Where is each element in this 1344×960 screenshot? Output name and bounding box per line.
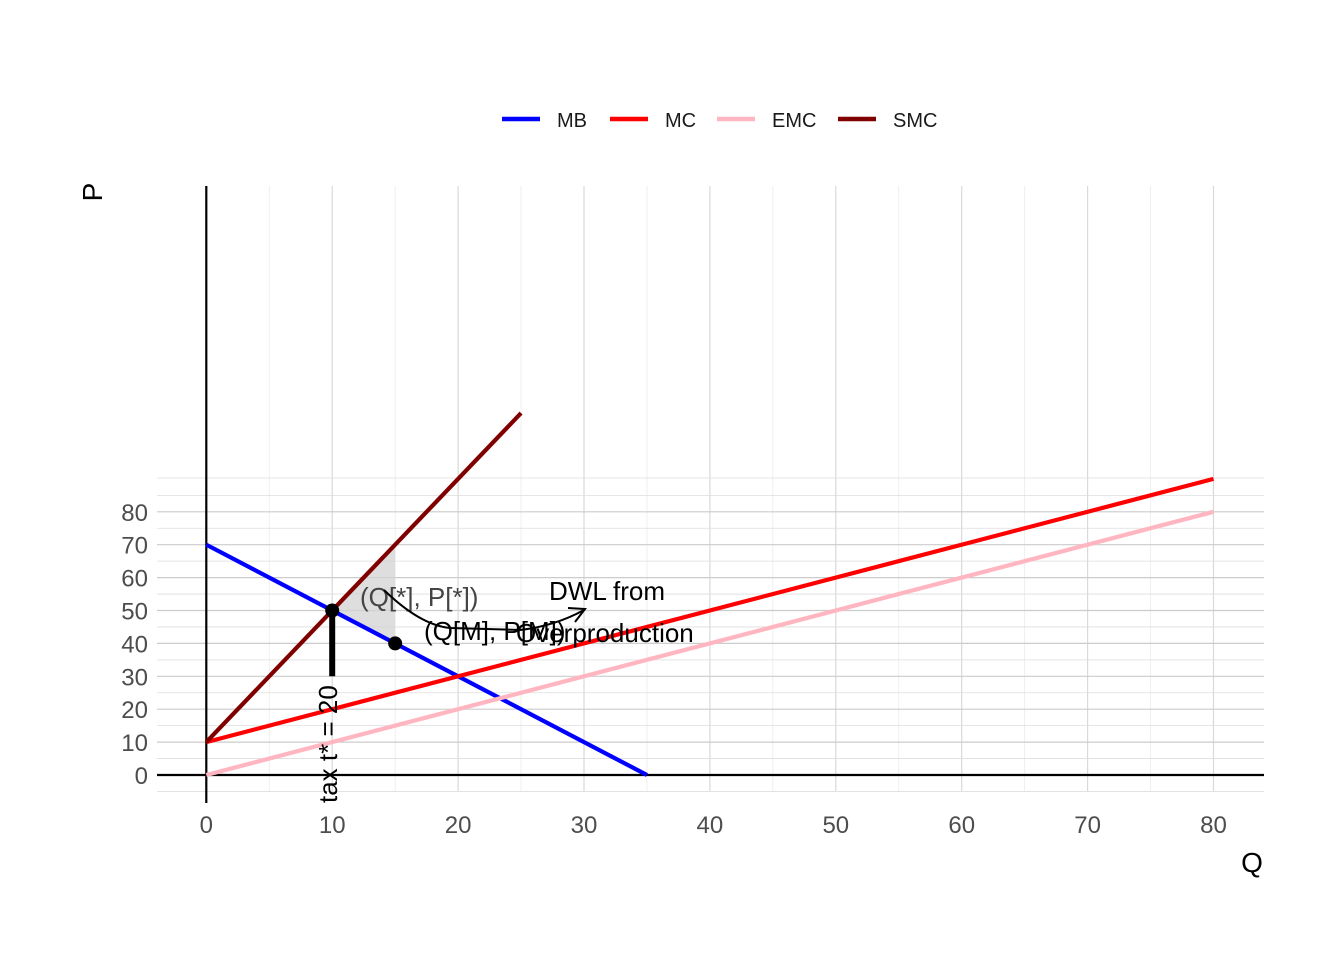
equilibrium-points xyxy=(325,603,403,651)
y-tick-label: 30 xyxy=(121,664,148,691)
legend-label-mc: MC xyxy=(665,110,696,132)
y-tick-label: 0 xyxy=(135,763,148,790)
axes xyxy=(157,186,1264,803)
series-line-smc xyxy=(204,411,523,744)
x-tick-label: 70 xyxy=(1074,812,1101,839)
y-tick-label: 70 xyxy=(121,533,148,560)
annotations: (Q[*], P[*]) (Q[M], P[M]) DWL from Overp… xyxy=(313,576,694,803)
point-optimum xyxy=(325,603,340,618)
tax-label: tax t* = 20 xyxy=(313,685,343,803)
x-tick-label: 80 xyxy=(1200,812,1227,839)
legend-label-mb: MB xyxy=(557,110,587,132)
y-tick-label: 40 xyxy=(121,631,148,658)
y-axis-title: P xyxy=(77,183,108,202)
dwl-label-line2: Overproduction xyxy=(516,618,694,648)
market-label: (Q[M], P[M]) xyxy=(424,616,566,646)
legend-label-smc: SMC xyxy=(893,110,937,132)
x-tick-label: 40 xyxy=(697,812,724,839)
y-tick-label: 80 xyxy=(121,500,148,527)
tick-labels: 0 10 20 30 40 50 60 70 80 0 10 20 30 40 50 60 70 80 xyxy=(121,500,1227,839)
x-tick-label: 0 xyxy=(200,812,213,839)
series-line-emc xyxy=(205,509,1215,778)
series-lines xyxy=(204,411,1215,778)
x-tick-label: 20 xyxy=(445,812,472,839)
grid-lines xyxy=(157,186,1264,792)
y-tick-label: 20 xyxy=(121,697,148,724)
optimum-label: (Q[*], P[*]) xyxy=(360,582,478,612)
y-tick-label: 10 xyxy=(121,730,148,757)
x-axis-title: Q xyxy=(1241,847,1263,878)
dwl-region xyxy=(332,544,396,644)
x-tick-label: 10 xyxy=(319,812,346,839)
x-tick-label: 30 xyxy=(571,812,598,839)
point-market xyxy=(388,636,403,651)
dwl-arrow xyxy=(383,589,585,632)
legend: MB MC EMC SMC xyxy=(502,110,937,132)
series-line-mc xyxy=(205,476,1215,745)
dwl-label-line1: DWL from xyxy=(549,576,665,606)
dwl-triangle xyxy=(332,544,396,644)
x-tick-label: 60 xyxy=(948,812,975,839)
y-tick-label: 50 xyxy=(121,599,148,626)
y-tick-label: 60 xyxy=(121,566,148,593)
x-tick-label: 50 xyxy=(822,812,849,839)
dwl-arrow-head xyxy=(567,607,587,623)
series-line-mb xyxy=(205,542,648,777)
legend-label-emc: EMC xyxy=(772,110,816,132)
